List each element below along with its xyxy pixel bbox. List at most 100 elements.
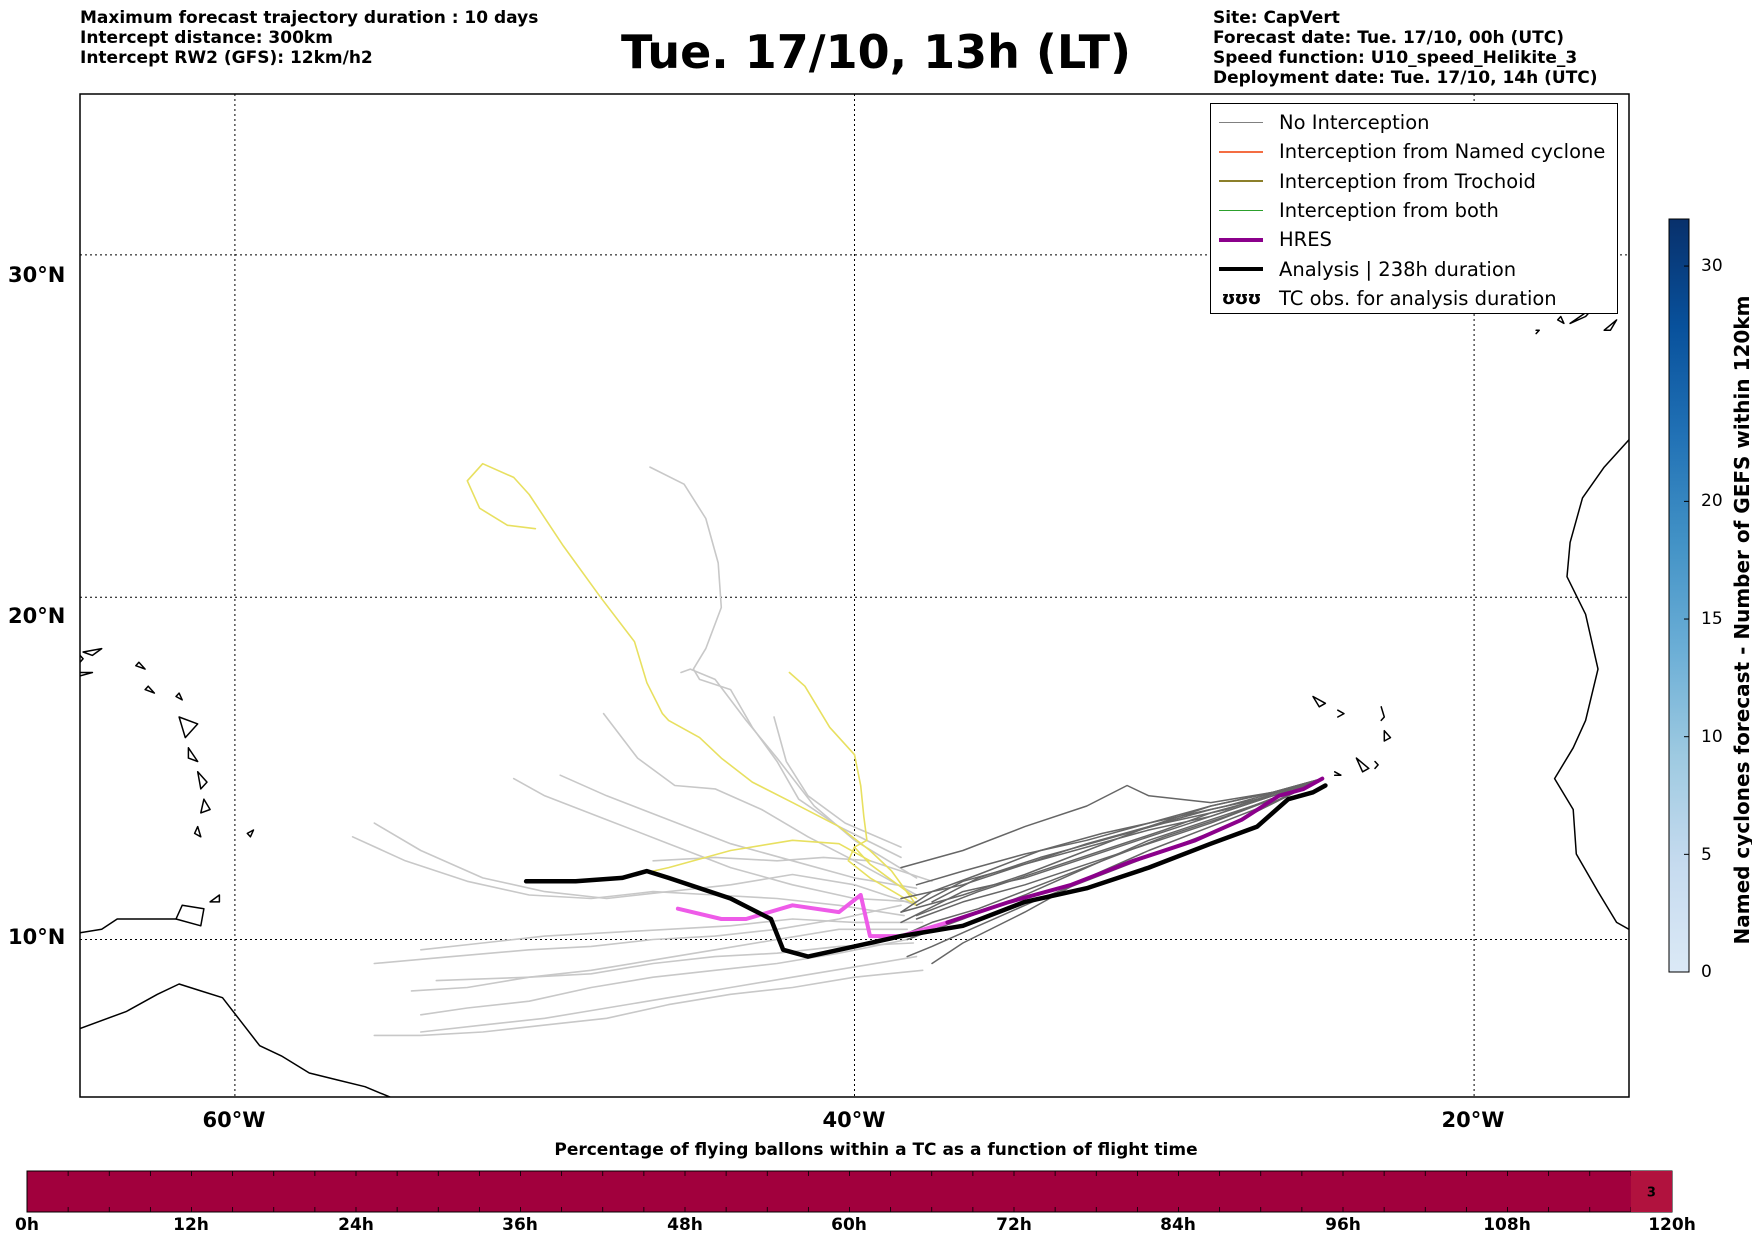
- deployment-date-text: Deployment date: Tue. 17/10, 14h (UTC): [1213, 68, 1598, 88]
- coast-barbados: [246, 829, 255, 838]
- map-frame: [79, 93, 1630, 1098]
- legend-label: No Interception: [1279, 111, 1430, 135]
- trajectory-no-interception: [900, 777, 1324, 900]
- legend-label: Interception from Named cyclone: [1279, 140, 1606, 164]
- trajectory-no-interception: [900, 777, 1324, 924]
- colorbar-tick: 15: [1701, 609, 1723, 629]
- colorbar: [1668, 218, 1690, 973]
- colorbar-tick: 5: [1701, 845, 1712, 865]
- coast-cape-verde-island: [1380, 706, 1386, 722]
- coast-cape-verde-island: [1374, 760, 1379, 770]
- time-tick: 96h: [1325, 1215, 1361, 1235]
- colorbar-gradient: [1668, 218, 1690, 973]
- tc-symbol-icon: ʊʊʊ: [1221, 287, 1262, 309]
- coast-antilles-island: [135, 661, 146, 670]
- legend-item-hres: HRES: [1211, 225, 1617, 254]
- speed-function-text: Speed function: U10_speed_Helikite_3: [1213, 48, 1578, 68]
- legend-item-trochoid: Interception from Trochoid: [1211, 167, 1617, 196]
- trajectory-trochoid: [847, 846, 918, 907]
- trajectory-no-interception-light: [649, 466, 902, 859]
- legend-label: TC obs. for analysis duration: [1279, 286, 1557, 310]
- legend-line-both: [1219, 209, 1263, 212]
- intercept-distance-text: Intercept distance: 300km: [80, 28, 333, 48]
- colorbar-tick: 0: [1701, 962, 1712, 982]
- lat-label-20n: 20°N: [8, 604, 66, 628]
- coast-canary-island: [1556, 315, 1565, 325]
- coast-cape-verde-island: [1355, 757, 1370, 773]
- colorbar-tick: 10: [1701, 727, 1723, 747]
- coast-antilles-island: [196, 771, 208, 790]
- trajectory-no-interception: [900, 777, 1324, 869]
- coast-antilles-island: [187, 747, 199, 763]
- trajectory-trochoid: [636, 839, 871, 876]
- time-tick: 72h: [996, 1215, 1032, 1235]
- intercept-rw2-text: Intercept RW2 (GFS): 12km/h2: [80, 48, 373, 68]
- coast-antilles-island: [144, 685, 156, 694]
- trajectory-no-interception-light: [373, 822, 918, 907]
- trajectory-no-interception: [900, 777, 1324, 913]
- bottom-bar-title: Percentage of flying ballons within a TC…: [554, 1140, 1198, 1160]
- site-text: Site: CapVert: [1213, 8, 1340, 28]
- coast-south-america: [80, 983, 391, 1097]
- trajectory-hres: [945, 776, 1325, 925]
- trajectory-no-interception-light: [420, 955, 918, 1033]
- legend-line-trochoid: [1219, 180, 1263, 182]
- coast-antilles-island: [193, 825, 202, 838]
- legend-line-no-interception: [1219, 121, 1263, 124]
- legend-item-named-cyclone: Interception from Named cyclone: [1211, 137, 1617, 166]
- trajectory-no-interception-light: [351, 836, 905, 917]
- coast-venezuela: [80, 918, 177, 934]
- coast-cape-verde-island: [1337, 709, 1345, 718]
- percentage-bar: [26, 1170, 1673, 1213]
- legend-line-analysis: [1219, 266, 1263, 272]
- bar-cell-highlight: [1630, 1171, 1672, 1212]
- lat-label-30n: 30°N: [8, 263, 66, 287]
- trajectory-no-interception-light: [512, 777, 918, 903]
- coast-cape-verde-island: [1312, 695, 1327, 708]
- lon-label-60w: 60°W: [202, 1108, 266, 1132]
- forecast-settings-right: Site: CapVert Forecast date: Tue. 17/10,…: [1213, 8, 1598, 88]
- trajectory-no-interception-light: [410, 928, 908, 992]
- trajectories: [351, 462, 1328, 1037]
- trajectory-no-interception-light: [435, 942, 915, 982]
- trajectory-no-interception-light: [602, 712, 918, 896]
- lon-label-20w: 20°W: [1441, 1108, 1505, 1132]
- legend-item-both: Interception from both: [1211, 196, 1617, 225]
- trajectory-no-interception-light: [373, 904, 902, 965]
- coastlines: [80, 295, 1629, 1097]
- coast-antilles-island: [80, 654, 84, 664]
- legend-item-analysis: Analysis | 238h duration: [1211, 254, 1617, 283]
- trajectory-no-interception-light: [373, 969, 924, 1037]
- coast-trinidad: [175, 904, 205, 927]
- legend-label: Analysis | 238h duration: [1279, 257, 1517, 281]
- legend-item-tc-obs: ʊʊʊ TC obs. for analysis duration: [1211, 284, 1617, 313]
- time-tick: 24h: [338, 1215, 374, 1235]
- coast-antilles-island: [80, 671, 94, 677]
- page-title: Tue. 17/10, 13h (LT): [621, 25, 1131, 79]
- trajectory-no-interception-light: [559, 774, 918, 889]
- legend-line-named-cyclone: [1219, 151, 1263, 153]
- time-tick: 108h: [1483, 1215, 1531, 1235]
- trajectory-trochoid: [466, 462, 918, 907]
- time-tick: 84h: [1160, 1215, 1196, 1235]
- trajectory-no-interception-light: [420, 918, 924, 951]
- lon-label-40w: 40°W: [822, 1108, 886, 1132]
- trajectory-no-interception-light: [680, 668, 918, 879]
- coast-canary-island: [1535, 329, 1540, 335]
- bottom-bar: 3: [26, 1170, 1673, 1213]
- legend-label: HRES: [1279, 228, 1332, 252]
- trajectory-no-interception-light: [773, 716, 902, 848]
- time-tick: 36h: [502, 1215, 538, 1235]
- lat-label-10n: 10°N: [8, 925, 66, 949]
- coast-canary-island: [1603, 319, 1618, 331]
- trajectory-no-interception-light: [420, 938, 908, 1016]
- time-tick: 60h: [831, 1215, 867, 1235]
- legend: No Interception Interception from Named …: [1210, 103, 1618, 314]
- colorbar-tick: 30: [1701, 256, 1723, 276]
- time-tick: 0h: [15, 1215, 39, 1235]
- coast-antilles-island: [178, 716, 199, 739]
- coast-antilles-island: [175, 692, 183, 701]
- coast-antilles-island: [200, 798, 211, 814]
- forecast-date-text: Forecast date: Tue. 17/10, 00h (UTC): [1213, 28, 1564, 48]
- coast-west-africa: [1553, 438, 1629, 931]
